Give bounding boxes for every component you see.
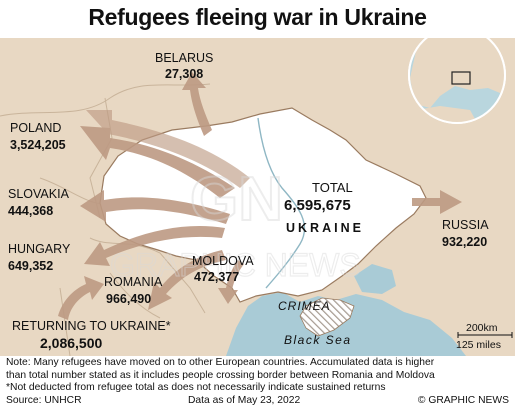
label-ukraine: UKRAINE xyxy=(286,221,364,235)
arrow-moldova xyxy=(218,260,244,304)
label-total-title: TOTAL xyxy=(312,180,353,195)
label-returning-title: RETURNING TO UKRAINE* xyxy=(12,319,171,333)
page-title: Refugees fleeing war in Ukraine xyxy=(88,4,427,30)
arrow-hungary xyxy=(84,226,225,266)
svg-text:GN: GN xyxy=(190,165,283,234)
sea-of-azov xyxy=(354,264,396,294)
dnieper-river xyxy=(257,117,306,289)
label-black-sea: Black Sea xyxy=(284,333,352,347)
arrow-romania xyxy=(148,250,226,310)
black-sea xyxy=(226,292,466,356)
footer-source: Source: UNHCR xyxy=(6,395,82,406)
notes-block: Note: Many refugees have moved on to oth… xyxy=(6,357,511,395)
arrow-returning xyxy=(58,276,104,320)
note-line-3: *Not deducted from refugee total as does… xyxy=(6,382,386,393)
note-line-1: Note: Many refugees have moved on to oth… xyxy=(6,357,435,368)
refugee-map: GN GRAPHIC NEWS BELARUS 27,308 POLAND 3,… xyxy=(0,38,515,356)
crimea-shape xyxy=(299,297,355,337)
label-poland-name: POLAND xyxy=(10,121,61,135)
label-returning-value: 2,086,500 xyxy=(40,335,102,351)
label-russia-value: 932,220 xyxy=(442,235,487,249)
label-crimea: CRIMEA xyxy=(278,299,331,313)
ukraine-shape xyxy=(99,107,427,303)
watermark-logo: GN GRAPHIC NEWS xyxy=(109,164,361,284)
scale-km: 200km xyxy=(466,322,498,334)
label-russia-name: RUSSIA xyxy=(442,218,489,232)
label-poland-value: 3,524,205 xyxy=(10,138,66,152)
label-belarus-value: 27,308 xyxy=(165,67,203,81)
watermark-text: GRAPHIC NEWS xyxy=(110,247,361,283)
locator-globe xyxy=(408,38,506,124)
label-slovakia-value: 444,368 xyxy=(8,204,53,218)
label-moldova-value: 472,377 xyxy=(194,270,239,284)
scale-bar: 200km 125 miles xyxy=(456,322,513,351)
label-belarus-name: BELARUS xyxy=(155,51,213,65)
arrow-slovakia xyxy=(80,190,230,224)
arrow-russia xyxy=(412,190,462,214)
label-total-value: 6,595,675 xyxy=(284,197,351,214)
footer-credit: © GRAPHIC NEWS xyxy=(417,395,509,406)
footer: Source: UNHCR Data as of May 23, 2022 © … xyxy=(6,395,509,409)
note-line-2: than total number stated as it includes … xyxy=(6,369,435,381)
arrow-belarus xyxy=(182,72,212,136)
refugee-arrows xyxy=(58,72,462,320)
arrow-poland xyxy=(80,126,235,198)
label-moldova-name: MOLDOVA xyxy=(192,254,254,268)
scale-miles: 125 miles xyxy=(456,339,501,351)
label-slovakia-name: SLOVAKIA xyxy=(8,187,70,201)
footer-date: Data as of May 23, 2022 xyxy=(188,395,301,406)
label-hungary-name: HUNGARY xyxy=(8,242,71,256)
label-romania-name: ROMANIA xyxy=(104,275,163,289)
arrow-poland-2 xyxy=(86,110,250,188)
label-romania-value: 966,490 xyxy=(106,292,151,306)
label-hungary-value: 649,352 xyxy=(8,259,53,273)
